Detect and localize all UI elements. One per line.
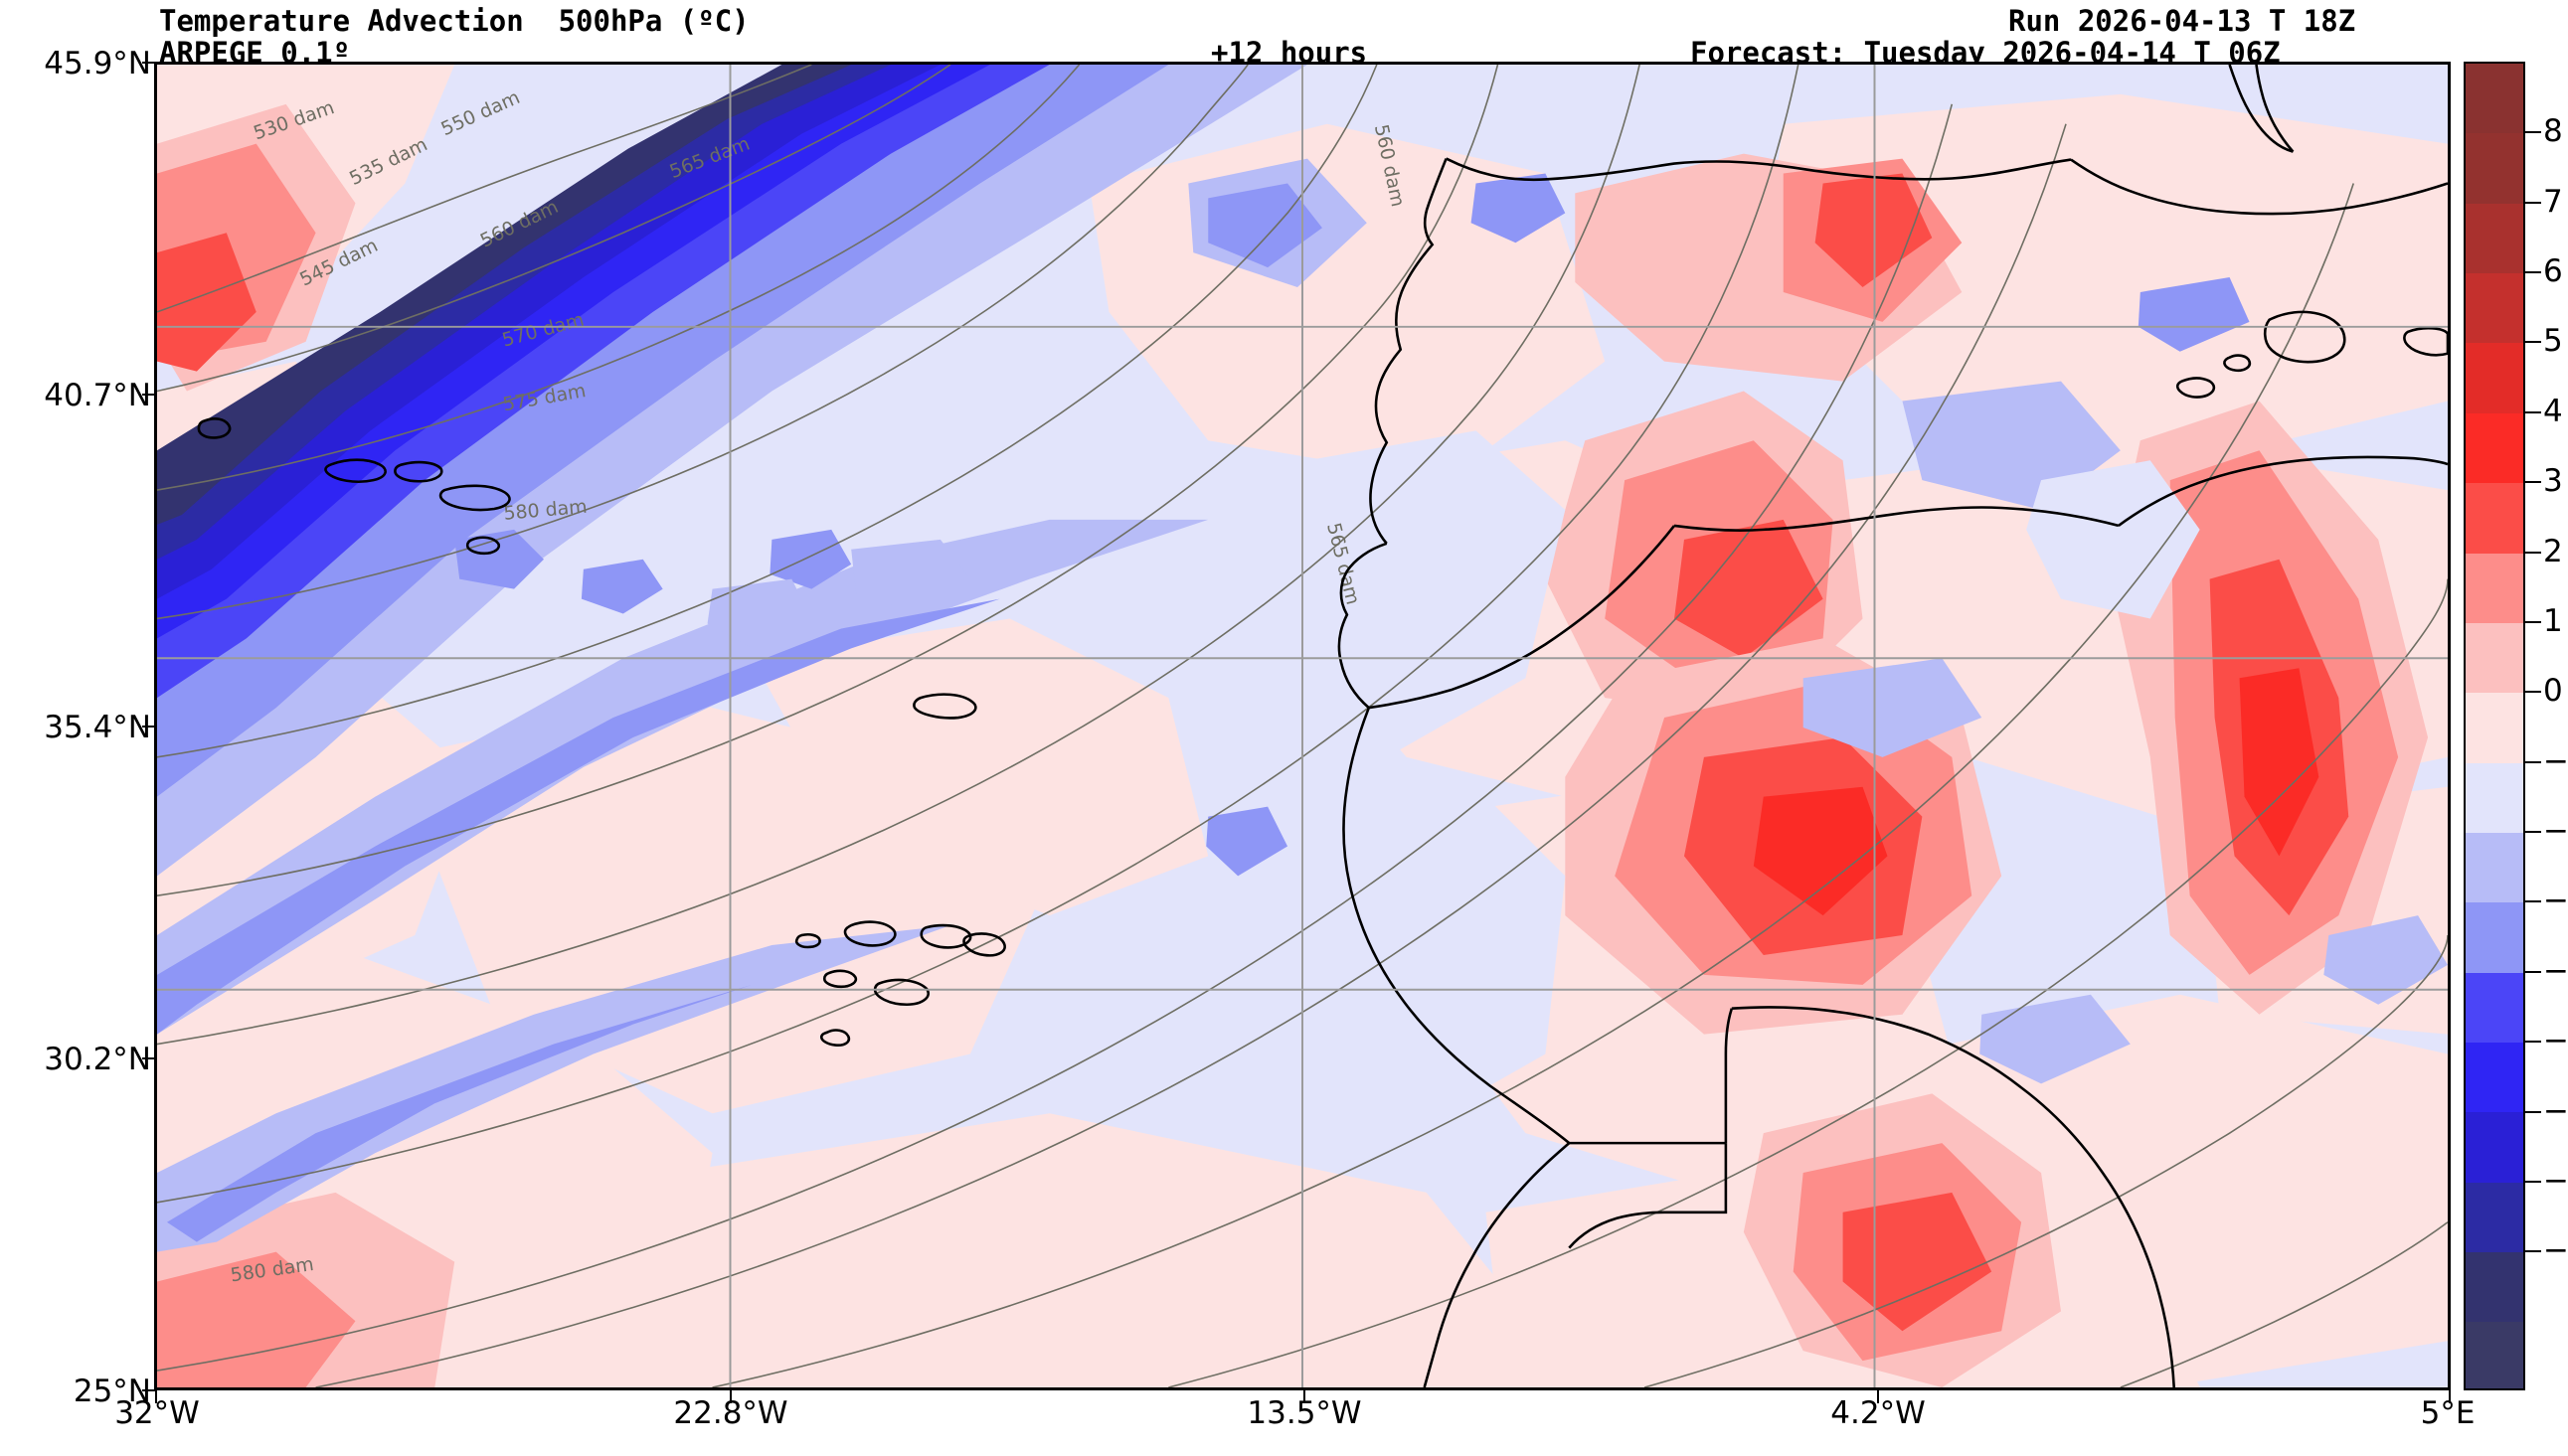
x-tick-label-4: 5°E: [2420, 1395, 2476, 1431]
y-tick-mark-2: [142, 726, 155, 728]
colorbar-tick-label: 1: [2543, 602, 2563, 639]
colorbar-tick-label: 0: [2543, 673, 2563, 710]
colorbar-tick-mark: [2525, 1110, 2541, 1113]
colorbar-segment: [2466, 1252, 2523, 1323]
colorbar-tick-label: −4: [2543, 952, 2568, 989]
colorbar-segment: [2466, 343, 2523, 413]
lat-lon-graticule: [157, 65, 2448, 1387]
colorbar: [2464, 62, 2525, 1390]
colorbar-tick-mark: [2525, 1250, 2541, 1253]
run-time-label: Run 2026-04-13 T 18Z: [2008, 4, 2356, 38]
x-tick-mark-2: [1303, 1390, 1305, 1403]
y-tick-mark-1: [142, 394, 155, 396]
y-tick-label-1: 40.7°N: [44, 378, 151, 413]
colorbar-tick-label: −6: [2543, 1092, 2568, 1129]
x-tick-label-0: 32°W: [114, 1395, 200, 1431]
colorbar-tick-mark: [2525, 900, 2541, 903]
colorbar-tick-label: 7: [2543, 183, 2563, 220]
x-tick-mark-1: [730, 1390, 732, 1403]
colorbar-tick-label: 8: [2543, 113, 2563, 150]
y-tick-mark-4: [142, 1389, 155, 1391]
colorbar-tick-mark: [2525, 341, 2541, 344]
colorbar-segment: [2466, 273, 2523, 344]
colorbar-tick-label: −3: [2543, 883, 2568, 919]
colorbar-tick-label: −7: [2543, 1162, 2568, 1199]
colorbar-tick-mark: [2525, 760, 2541, 763]
colorbar-tick-mark: [2525, 691, 2541, 694]
colorbar-tick-label: −8: [2543, 1232, 2568, 1269]
colorbar-tick-label: 6: [2543, 253, 2563, 290]
colorbar-tick-label: 4: [2543, 393, 2563, 429]
colorbar-segment: [2466, 483, 2523, 554]
colorbar-segment: [2466, 133, 2523, 204]
colorbar-tick-mark: [2525, 271, 2541, 274]
colorbar-segment: [2466, 622, 2523, 694]
colorbar-tick-mark: [2525, 481, 2541, 484]
y-tick-label-4: 25°N: [73, 1374, 151, 1409]
colorbar-tick-label: 2: [2543, 533, 2563, 569]
colorbar-tick-mark: [2525, 1041, 2541, 1044]
y-tick-label-3: 30.2°N: [44, 1042, 151, 1077]
colorbar-segment: [2466, 1112, 2523, 1183]
colorbar-tick-mark: [2525, 131, 2541, 134]
colorbar-tick-label: 3: [2543, 463, 2563, 500]
x-tick-mark-3: [1877, 1390, 1879, 1403]
colorbar-segment: [2466, 1322, 2523, 1388]
y-tick-label-2: 35.4°N: [44, 710, 151, 745]
colorbar-tick-mark: [2525, 201, 2541, 204]
colorbar-tick-label: −1: [2543, 742, 2568, 779]
colorbar-tick-mark: [2525, 970, 2541, 973]
colorbar-segment: [2466, 902, 2523, 973]
y-tick-mark-0: [142, 62, 155, 64]
map-panel: 530 dam 535 dam 545 dam 550 dam 560 dam …: [154, 62, 2451, 1390]
colorbar-segment: [2466, 203, 2523, 274]
colorbar-segment: [2466, 832, 2523, 903]
colorbar-tick-mark: [2525, 410, 2541, 413]
colorbar-tick-label: 5: [2543, 323, 2563, 360]
colorbar-tick-mark: [2525, 620, 2541, 623]
colorbar-tick-mark: [2525, 551, 2541, 554]
colorbar-segment: [2466, 693, 2523, 763]
colorbar-tick-mark: [2525, 1180, 2541, 1183]
colorbar-segment: [2466, 1182, 2523, 1253]
colorbar-segment: [2466, 972, 2523, 1044]
colorbar-segment: [2466, 412, 2523, 484]
map-inner: 530 dam 535 dam 545 dam 550 dam 560 dam …: [157, 65, 2448, 1387]
y-tick-label-0: 45.9°N: [44, 46, 151, 81]
colorbar-segment: [2466, 553, 2523, 623]
advection-field: 530 dam 535 dam 545 dam 550 dam 560 dam …: [157, 65, 2448, 1387]
page-title: Temperature Advection 500hPa (ºC): [159, 4, 750, 38]
x-tick-mark-0: [155, 1390, 157, 1403]
colorbar-segment: [2466, 762, 2523, 833]
y-tick-mark-3: [142, 1057, 155, 1059]
colorbar-tick-label: −5: [2543, 1023, 2568, 1059]
colorbar-tick-label: −2: [2543, 813, 2568, 850]
x-tick-mark-4: [2449, 1390, 2451, 1403]
colorbar-segment: [2466, 64, 2523, 134]
coastline-icon: [197, 65, 2448, 1387]
colorbar-segment: [2466, 1043, 2523, 1113]
colorbar-tick-mark: [2525, 831, 2541, 834]
